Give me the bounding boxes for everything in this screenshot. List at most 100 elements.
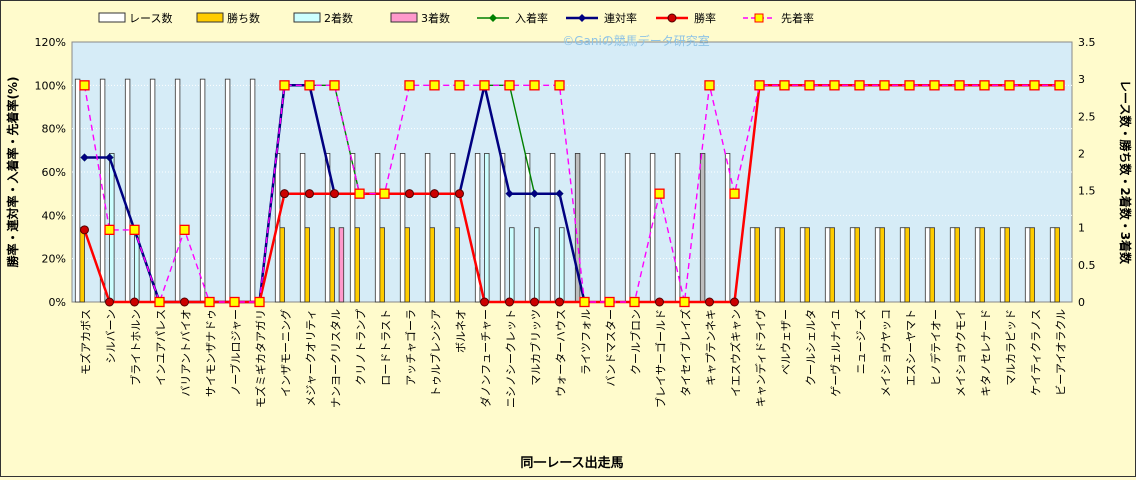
bar (549, 153, 556, 303)
bar (999, 227, 1006, 303)
data-point (954, 80, 965, 91)
data-point (504, 80, 515, 91)
watermark: ©Ganiの競馬データ研究室 (562, 33, 710, 48)
legend-swatch (196, 12, 224, 23)
bar (534, 227, 540, 303)
data-point (579, 296, 590, 308)
bar (379, 227, 385, 303)
data-point (679, 296, 690, 308)
bar (79, 227, 85, 303)
bar (484, 153, 490, 303)
data-point (704, 80, 715, 91)
data-point (879, 80, 890, 91)
bar (524, 153, 531, 303)
y-axis-label-right: レース数・勝ち数・2着数・3着数 (1118, 80, 1133, 265)
data-point (79, 80, 90, 91)
x-tick-label: タイセイブレイズ (679, 309, 693, 397)
bar (829, 227, 835, 303)
y-tick-label-left: 20% (42, 253, 66, 266)
bar (124, 78, 131, 303)
legend-swatch (98, 12, 126, 23)
x-tick-label: モズアカボス (79, 309, 93, 375)
data-point (530, 297, 539, 307)
x-tick-label: キャンディドライヴ (754, 309, 768, 407)
data-point (480, 297, 489, 307)
y-tick-label-right: 0.5 (1078, 259, 1096, 272)
data-point (180, 297, 189, 307)
data-point (1029, 80, 1040, 91)
data-point (229, 296, 240, 308)
data-point (379, 188, 390, 199)
x-tick-label: インザモーニング (279, 309, 293, 397)
bar (824, 227, 831, 303)
bar (799, 227, 806, 303)
bar (949, 227, 956, 303)
bar (804, 227, 810, 303)
data-point (279, 80, 290, 91)
data-point (979, 80, 990, 91)
x-tick-label: ゲーヴェルナイユ (829, 309, 843, 397)
data-point (280, 189, 289, 199)
legend-label: 先着率 (781, 11, 814, 25)
bar (974, 227, 981, 303)
bar (559, 227, 565, 303)
legend-label: 入着率 (515, 11, 548, 25)
x-tick-label: マルカラピッド (1005, 309, 1018, 386)
x-tick-label: ヒノデテイオー (929, 309, 943, 386)
data-point (455, 189, 464, 199)
legend-marker (489, 14, 497, 22)
x-tick-label: クールブロン (629, 309, 643, 375)
data-point (754, 80, 765, 91)
y-tick-label-left: 120% (35, 36, 66, 49)
y-tick-label-right: 0 (1078, 296, 1085, 309)
bar (979, 227, 985, 303)
legend-label: 2着数 (324, 11, 353, 25)
bar (899, 227, 906, 303)
legend: レース数 勝ち数 2着数 3着数 入着率 連対率 勝率 先着率 (98, 11, 814, 25)
bar (1004, 227, 1010, 303)
bar (754, 227, 760, 303)
series-line (83, 84, 1060, 305)
x-tick-label: トゥルブレンシア (429, 309, 443, 397)
data-point (729, 188, 740, 199)
legend-swatch (390, 12, 418, 23)
bar (354, 227, 360, 303)
data-point (629, 296, 640, 308)
bar (374, 153, 381, 303)
x-tick-label: ロードトラスト (380, 309, 393, 386)
x-tick-label: キタノセレナード (980, 309, 993, 397)
bar (249, 78, 256, 303)
data-point (705, 297, 714, 307)
data-point (730, 297, 739, 307)
data-point (804, 80, 815, 91)
data-point (654, 188, 665, 199)
bar (1024, 227, 1031, 303)
bar (874, 227, 881, 303)
bar (404, 227, 410, 303)
bar (349, 153, 356, 303)
bar (854, 227, 860, 303)
x-tick-label: アッチャゴーラ (404, 309, 418, 386)
y-tick-label-right: 2.5 (1078, 110, 1096, 123)
x-tick-label: ニシノシークレット (505, 309, 518, 408)
data-point (254, 296, 265, 308)
bar (199, 78, 206, 303)
bar (599, 153, 606, 303)
y-tick-label-left: 40% (42, 209, 66, 222)
bars (74, 78, 1060, 303)
legend-label: 3着数 (421, 11, 450, 25)
x-tick-label: モズミギカタアガリ (254, 309, 268, 408)
bar (429, 227, 435, 303)
x-tick-label: ノーブルロジャー (229, 309, 243, 396)
data-point (204, 296, 215, 308)
bar (774, 227, 781, 303)
x-tick-label: インユアパレス (155, 309, 168, 386)
bar (749, 227, 756, 303)
data-point (104, 224, 115, 236)
data-point (529, 80, 540, 91)
bar (99, 78, 106, 303)
data-point (854, 80, 865, 91)
data-point (655, 297, 664, 307)
bar (74, 78, 81, 303)
